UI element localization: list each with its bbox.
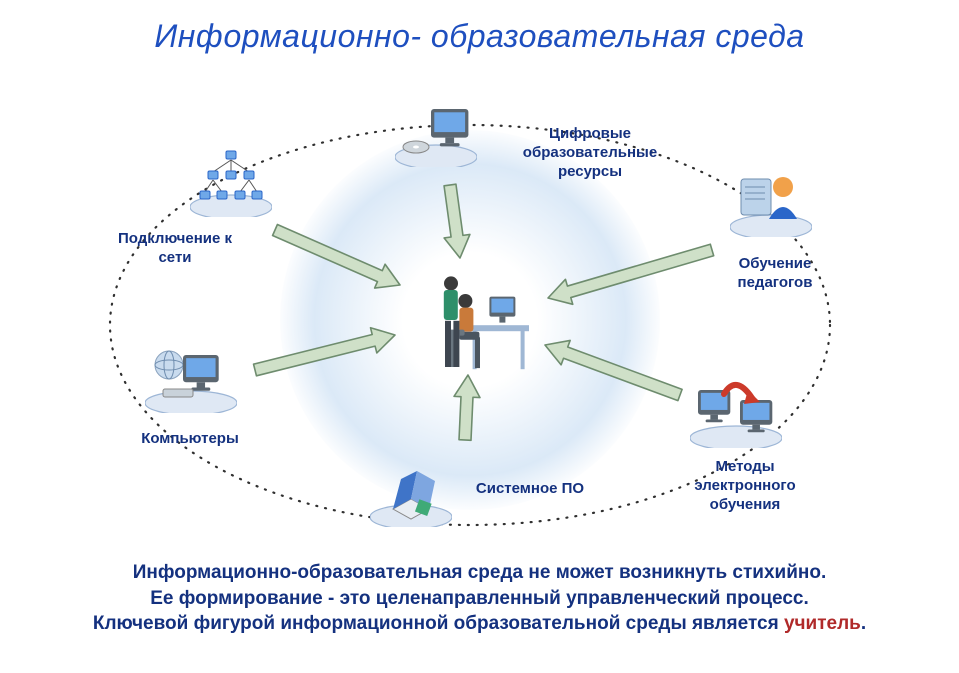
node-label-resources: Цифровыеобразовательныересурсы xyxy=(500,125,680,181)
footer-line-1: Информационно-образовательная среда не м… xyxy=(40,560,919,586)
footer-text: Информационно-образовательная среда не м… xyxy=(40,560,919,637)
node-label-methods: Методыэлектронногообучения xyxy=(660,458,830,514)
node-icon-methods xyxy=(690,370,782,453)
center-illustration xyxy=(415,268,535,383)
page-title: Информационно- образовательная среда xyxy=(0,18,959,55)
node-label-computers: Компьютеры xyxy=(120,430,260,449)
node-icon-training xyxy=(730,165,812,242)
node-label-software: Системное ПО xyxy=(455,480,605,499)
node-label-network: Подключение ксети xyxy=(90,230,260,268)
footer-line-3: Ключевой фигурой информационной образова… xyxy=(40,611,919,637)
node-icon-software xyxy=(370,455,452,532)
node-icon-network xyxy=(190,145,272,222)
footer-line-2: Ее формирование - это целенаправленный у… xyxy=(40,586,919,612)
footer-line-4: учитель. xyxy=(784,613,866,634)
node-icon-resources xyxy=(395,95,477,172)
footer-keyword: учитель xyxy=(784,613,861,634)
node-icon-computers xyxy=(145,335,237,418)
node-label-training: Обучениепедагогов xyxy=(700,255,850,293)
